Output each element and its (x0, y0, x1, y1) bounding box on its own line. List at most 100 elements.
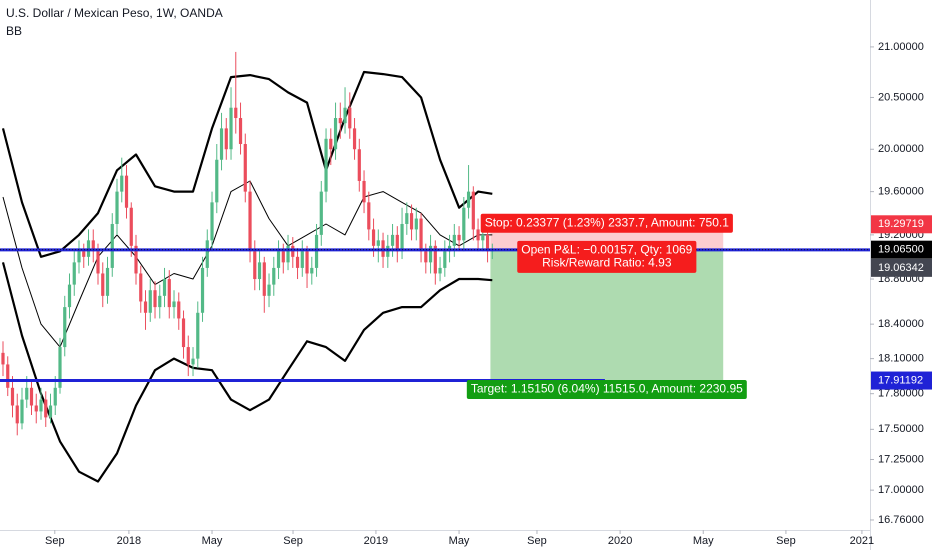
pnl-label-text: Risk/Reward Ratio: 4.93 (542, 256, 672, 270)
candle-body (6, 364, 10, 388)
price-label: 19.06500 (878, 244, 924, 256)
plot-area: Stop: 0.23377 (1.23%) 2337.7, Amount: 75… (0, 51, 870, 483)
candle-body (424, 251, 428, 263)
candle-body (177, 301, 181, 319)
candle-body (329, 138, 333, 150)
axes: 21.0000020.5000020.0000019.6000019.20000… (45, 41, 932, 547)
candle-body (124, 175, 129, 208)
candle-body (300, 251, 304, 268)
candle-body (286, 245, 290, 263)
indicator-label: BB (6, 24, 22, 38)
candle-body (224, 128, 228, 150)
candle-body (143, 301, 148, 313)
candle-body (200, 267, 205, 313)
candle-body (352, 128, 357, 150)
chart-title: U.S. Dollar / Mexican Peso, 1W, OANDA (6, 6, 223, 20)
y-tick-label: 17.25000 (878, 453, 924, 465)
candle-body (281, 251, 285, 263)
y-tick-label: 17.50000 (878, 423, 924, 435)
y-tick-label: 18.10000 (878, 353, 924, 365)
pnl-label: Open P&L: −0.00157, Qty: 1069Risk/Reward… (517, 240, 697, 273)
candle-body (139, 273, 143, 302)
x-tick-label: May (202, 535, 223, 547)
candle-body (77, 251, 81, 263)
candle-body (101, 273, 105, 296)
candle-body (191, 358, 195, 365)
candle-body (243, 144, 247, 192)
bb-upper (1, 70, 493, 258)
y-tick-label: 17.00000 (878, 484, 924, 496)
candle-body (10, 387, 15, 406)
candle-body (276, 251, 281, 268)
candle-body (181, 318, 186, 348)
price-label: 19.06342 (878, 262, 924, 274)
candle-body (105, 267, 110, 296)
candle-body (471, 191, 475, 230)
candle-body (476, 229, 480, 241)
candle-body (357, 149, 361, 181)
y-tick-label: 16.76000 (878, 514, 924, 526)
candle-body (371, 229, 376, 246)
candle-body (414, 218, 418, 230)
x-tick-label: 2018 (117, 535, 141, 547)
candle-body (253, 251, 257, 280)
candle-body (58, 347, 62, 388)
y-tick-label: 20.00000 (878, 143, 924, 155)
candle-body (457, 234, 461, 241)
candle-body (267, 284, 271, 296)
candle-body (481, 234, 485, 241)
y-tick-label: 21.00000 (878, 41, 924, 53)
candle-body (219, 128, 224, 160)
x-tick-label: Sep (45, 535, 65, 547)
candle-body (196, 312, 200, 359)
x-tick-label: 2021 (850, 535, 874, 547)
x-tick-label: 2019 (364, 535, 388, 547)
candle-body (148, 290, 152, 313)
candle-body (333, 118, 338, 150)
candle-body (158, 295, 162, 308)
stop-label: Stop: 0.23377 (1.23%) 2337.7, Amount: 75… (480, 213, 733, 233)
candle-body (48, 405, 53, 418)
candle-body (134, 245, 138, 274)
candle-body (428, 245, 433, 263)
x-tick-label: Sep (776, 535, 796, 547)
candle-body (153, 290, 157, 308)
candle-body (419, 218, 423, 252)
price-label-box (871, 215, 932, 234)
candle-body (433, 245, 437, 274)
candle-body (348, 107, 352, 129)
candle-body (409, 213, 414, 230)
candle-body (129, 207, 133, 246)
candle-body (15, 405, 19, 424)
candle-body (314, 234, 319, 268)
candle-body (466, 191, 471, 208)
candle-body (34, 405, 38, 412)
price-label-box (871, 371, 932, 390)
candle-body (305, 251, 309, 274)
candle-body (395, 234, 399, 252)
candle-body (257, 262, 262, 280)
candle-body (162, 279, 167, 296)
candle-body (67, 284, 72, 308)
candle-body (310, 267, 314, 274)
candle-body (110, 223, 114, 268)
candle-body (324, 138, 328, 192)
candle-body (452, 234, 456, 246)
candle-body (39, 399, 43, 412)
price-label: 17.91192 (878, 374, 923, 386)
x-tick-label: 2020 (608, 535, 632, 547)
x-tick-label: May (449, 535, 470, 547)
candle-body (115, 191, 119, 224)
candle-body (438, 267, 442, 274)
price-label-box (871, 240, 932, 259)
candle-body (210, 202, 214, 241)
target-label-text: Target: 1.15150 (6.04%) 11515.0, Amount:… (471, 382, 743, 396)
candle-body (91, 240, 95, 252)
candle-body (272, 267, 276, 285)
candle-body (295, 256, 300, 268)
y-tick-label: 20.50000 (878, 91, 924, 103)
candle-body (20, 399, 24, 424)
candle-body (82, 251, 86, 257)
